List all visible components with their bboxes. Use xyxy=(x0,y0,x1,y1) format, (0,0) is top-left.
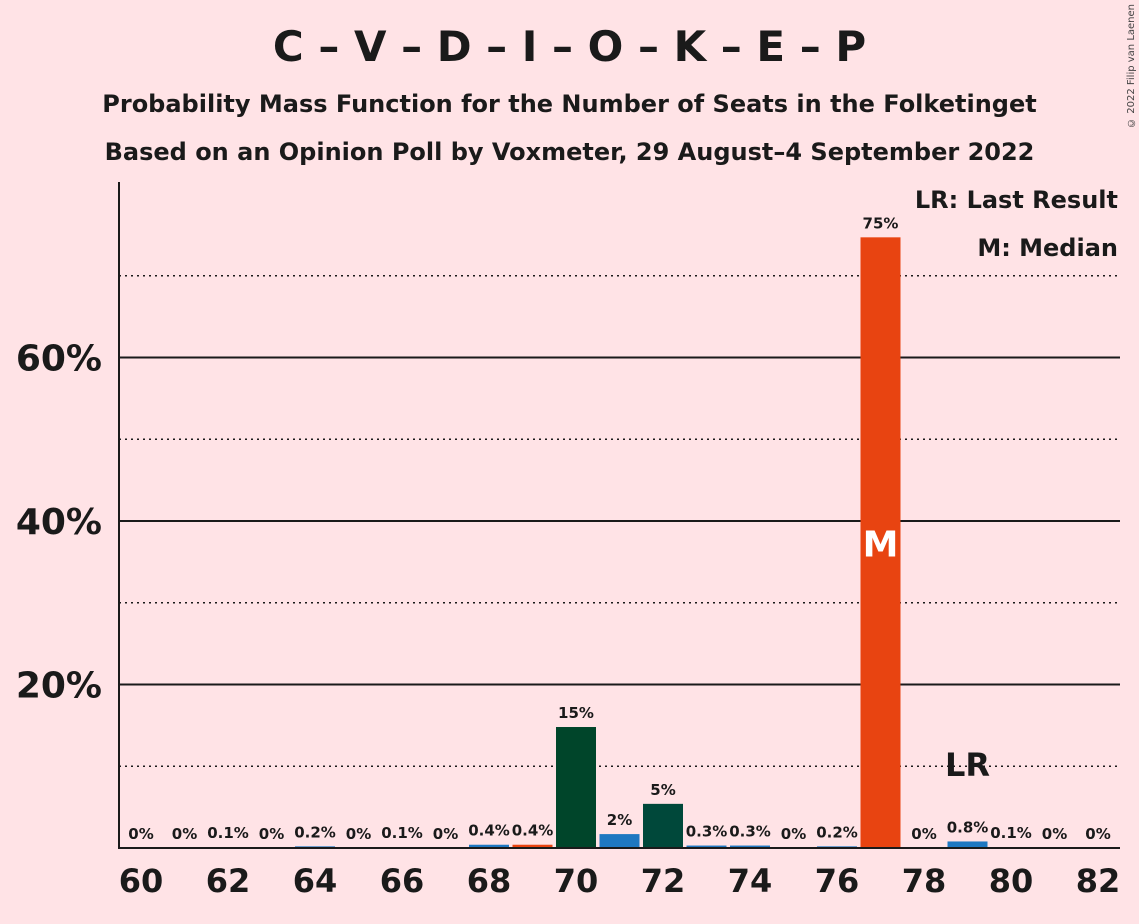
bar-label-68: 0.4% xyxy=(468,822,510,840)
bar-label-70: 15% xyxy=(558,704,594,722)
bar-label-72: 5% xyxy=(650,781,675,799)
bar-73 xyxy=(686,845,727,848)
x-tick-60: 60 xyxy=(119,862,164,900)
bar-label-69: 0.4% xyxy=(512,822,554,840)
bar-72 xyxy=(643,803,683,848)
x-tick-78: 78 xyxy=(902,862,947,900)
bar-label-75: 0% xyxy=(781,825,806,843)
bar-label-67: 0% xyxy=(433,825,458,843)
x-tick-68: 68 xyxy=(467,862,512,900)
x-tick-80: 80 xyxy=(989,862,1034,900)
bar-label-81: 0% xyxy=(1042,825,1067,843)
bar-label-65: 0% xyxy=(346,825,371,843)
bar-label-74: 0.3% xyxy=(729,823,771,841)
x-tick-76: 76 xyxy=(815,862,860,900)
grid-lines xyxy=(119,275,1120,767)
x-tick-labels: 60 62 64 66 68 70 72 74 76 78 80 82 xyxy=(119,862,1121,900)
bar-label-60: 0% xyxy=(128,825,153,843)
bar-77 xyxy=(860,237,901,848)
y-tick-labels: 20% 40% 60% xyxy=(16,339,102,707)
bar-label-71: 2% xyxy=(607,811,632,829)
bar-68 xyxy=(469,844,509,848)
bar-label-62: 0.1% xyxy=(207,824,249,842)
bar-70 xyxy=(556,727,596,848)
x-tick-70: 70 xyxy=(554,862,599,900)
bar-label-66: 0.1% xyxy=(381,824,423,842)
y-tick-40%: 40% xyxy=(16,502,102,543)
axes xyxy=(118,182,1120,849)
bar-label-80: 0.1% xyxy=(990,824,1032,842)
bar-71 xyxy=(599,834,640,848)
chart-subtitle: Probability Mass Function for the Number… xyxy=(102,90,1037,118)
median-marker: M xyxy=(863,525,899,566)
last-result-marker: LR xyxy=(945,746,990,784)
x-tick-72: 72 xyxy=(641,862,686,900)
x-tick-66: 66 xyxy=(380,862,425,900)
bar-79 xyxy=(947,841,988,848)
bar-label-77: 75% xyxy=(863,214,899,232)
bar-label-82: 0% xyxy=(1085,825,1110,843)
legend-median: M: Median xyxy=(977,234,1118,262)
y-tick-60%: 60% xyxy=(16,339,102,380)
x-tick-64: 64 xyxy=(293,862,338,900)
bar-74 xyxy=(730,845,770,848)
bar-value-labels: 0% 0% 0.1% 0% 0.2% 0% 0.1% 0% 0.4% 0.4% 15% 2% 5% 0.3… xyxy=(128,214,1110,843)
bar-69 xyxy=(512,844,553,848)
legend-last-result: LR: Last Result xyxy=(914,186,1118,214)
bar-label-63: 0% xyxy=(259,825,284,843)
bar-label-61: 0% xyxy=(172,825,197,843)
bar-label-76: 0.2% xyxy=(816,823,858,841)
bars xyxy=(208,237,1031,848)
bar-label-73: 0.3% xyxy=(686,823,728,841)
chart-source-line: Based on an Opinion Poll by Voxmeter, 29… xyxy=(104,138,1035,166)
bar-label-79: 0.8% xyxy=(947,818,989,836)
x-tick-62: 62 xyxy=(206,862,251,900)
chart-title: C – V – D – I – O – K – E – P xyxy=(272,22,867,71)
x-tick-82: 82 xyxy=(1076,862,1121,900)
y-tick-20%: 20% xyxy=(16,666,102,707)
bar-label-78: 0% xyxy=(911,825,936,843)
bar-label-64: 0.2% xyxy=(294,823,336,841)
x-tick-74: 74 xyxy=(728,862,773,900)
